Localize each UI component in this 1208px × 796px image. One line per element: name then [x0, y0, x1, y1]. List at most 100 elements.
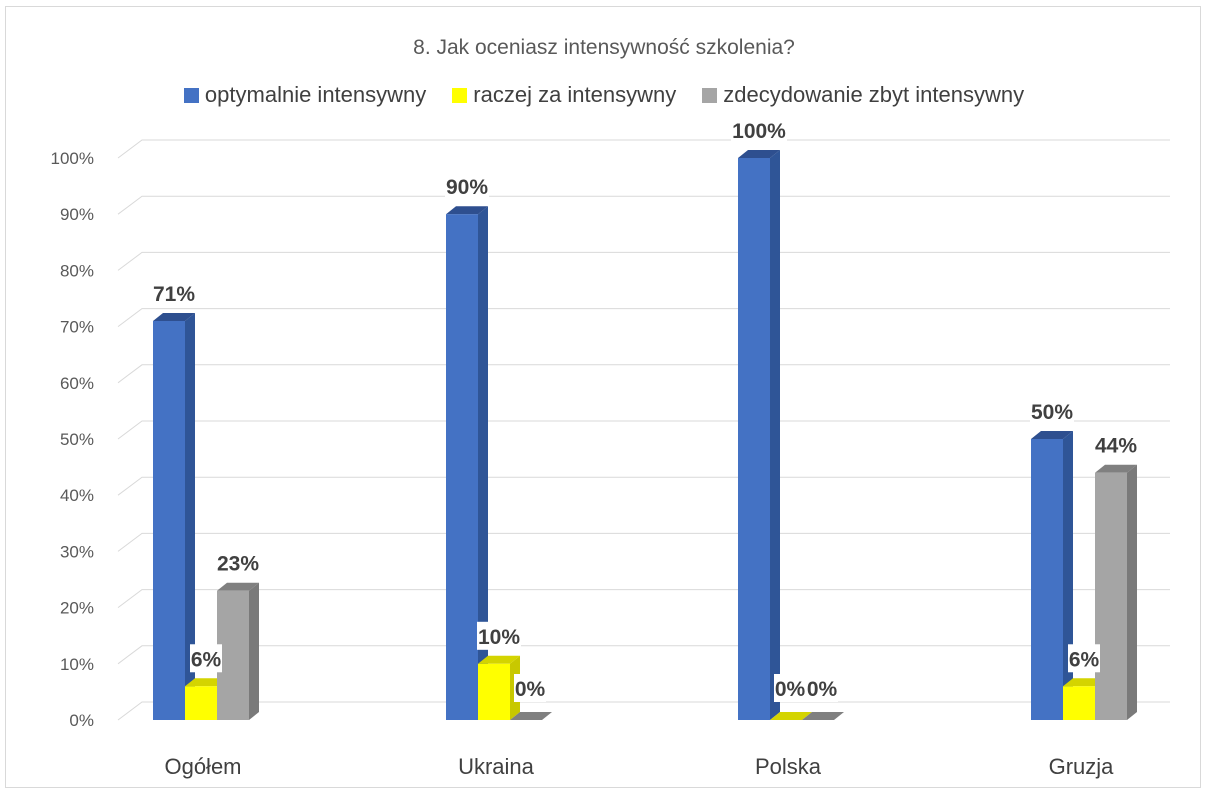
- legend-item-optymalnie: optymalnie intensywny: [183, 82, 427, 108]
- data-label-bg: [477, 621, 521, 650]
- data-label: 6%: [191, 648, 222, 671]
- gridline: [117, 476, 1170, 496]
- gridline: [117, 589, 1170, 608]
- bar-top: [770, 712, 812, 720]
- data-label: 0%: [807, 678, 838, 701]
- legend-label-optymalnie: optymalnie intensywny: [204, 82, 427, 107]
- bar: [478, 655, 520, 720]
- legend: optymalnie intensywny raczej za intensyw…: [0, 82, 1208, 108]
- gridline: [117, 251, 1170, 271]
- data-labels: 71%90%100%50%6%10%0%6%23%0% 0%44%: [152, 116, 1138, 702]
- bar-front: [1031, 439, 1063, 720]
- data-label-bg: [1094, 430, 1138, 459]
- bar-top: [738, 150, 780, 158]
- bar-front: [1063, 686, 1095, 720]
- data-label-bg: [152, 278, 196, 307]
- bars: [153, 150, 1137, 720]
- gridlines: [117, 139, 1170, 721]
- data-label: 90%: [446, 176, 488, 199]
- bar-top: [510, 712, 552, 720]
- y-tick-label: 50%: [60, 430, 94, 449]
- bar-top: [153, 312, 195, 321]
- data-label-bg: [1068, 644, 1100, 673]
- legend-swatch-raczej: [452, 87, 468, 103]
- bar-side: [770, 150, 780, 720]
- gridline: [117, 139, 1170, 159]
- bar: [1095, 464, 1137, 720]
- bar-front: [478, 663, 510, 720]
- data-label-bg: [216, 548, 260, 577]
- bar: [1031, 431, 1073, 720]
- bar-top: [1031, 431, 1073, 439]
- bar-side: [249, 582, 259, 720]
- bar-side: [478, 206, 488, 720]
- data-label: 100%: [732, 120, 786, 143]
- gridline: [117, 420, 1170, 440]
- bar-top: [217, 582, 259, 591]
- data-label-bg: [190, 644, 222, 673]
- bar-top: [1095, 464, 1137, 473]
- bar-top: [185, 678, 227, 687]
- data-label-bg: [1030, 397, 1074, 425]
- data-label-bg: [774, 674, 806, 702]
- bar-top: [446, 206, 488, 215]
- data-label-bg: [514, 674, 546, 702]
- bar-front: [446, 214, 478, 720]
- legend-item-zdecydowanie: zdecydowanie zbyt intensywny: [702, 82, 1024, 108]
- legend-label-raczej: raczej za intensywny: [473, 82, 677, 107]
- data-label: 71%: [153, 283, 195, 306]
- x-category-label: Ukraina: [458, 754, 535, 779]
- data-label: 10%: [478, 626, 520, 649]
- x-category-label: Gruzja: [1049, 754, 1115, 779]
- data-label: 6%: [1069, 648, 1100, 671]
- bar-side: [1127, 464, 1137, 720]
- bar-front: [185, 686, 217, 720]
- bar-front: [217, 590, 249, 720]
- bar-top: [1063, 678, 1105, 687]
- y-tick-label: 20%: [60, 599, 94, 618]
- y-tick-label: 10%: [60, 655, 94, 674]
- y-tick-label: 0%: [69, 711, 94, 730]
- legend-item-raczej: raczej za intensywny: [452, 82, 676, 108]
- bar-front: [738, 158, 770, 720]
- data-label: 23%: [217, 553, 259, 576]
- y-tick-label: 40%: [60, 486, 94, 505]
- data-label-bg: [445, 172, 489, 201]
- legend-label-zdecydowanie: zdecydowanie zbyt intensywny: [723, 82, 1025, 107]
- bar: [770, 712, 812, 720]
- bar: [446, 206, 488, 720]
- y-tick-label: 100%: [51, 149, 94, 168]
- data-label-bg: [731, 116, 787, 144]
- gridline: [117, 532, 1170, 552]
- y-tick-label: 70%: [60, 318, 94, 337]
- y-tick-label: 30%: [60, 542, 94, 561]
- y-tick-label: 90%: [60, 205, 94, 224]
- x-category-label: Ogółem: [164, 754, 241, 779]
- data-label: 0%: [515, 678, 546, 701]
- legend-swatch-zdecydowanie: [702, 87, 718, 103]
- data-label-bg: [806, 674, 838, 702]
- bar: [217, 582, 259, 720]
- bar-front: [1095, 472, 1127, 720]
- gridline: [117, 195, 1170, 215]
- bar-side: [1063, 431, 1073, 720]
- axis-labels: 0% 10% 20% 30% 40% 50% 60% 70% 80% 90% 100% Ogółem U…: [51, 149, 1115, 779]
- chart-title: 8. Jak oceniasz intensywność szkolenia?: [413, 36, 795, 59]
- bar-side: [185, 312, 195, 720]
- gridline: [117, 701, 1170, 721]
- bar: [802, 712, 844, 720]
- bar: [153, 312, 195, 720]
- data-label: 44%: [1095, 435, 1137, 458]
- bar: [738, 150, 780, 720]
- data-label: 0%: [775, 678, 806, 701]
- data-label: 50%: [1031, 401, 1073, 424]
- bar-top: [802, 712, 844, 720]
- gridline: [117, 364, 1170, 384]
- bar-top: [478, 655, 520, 664]
- y-tick-label: 60%: [60, 374, 94, 393]
- gridline: [117, 308, 1170, 328]
- bar: [510, 712, 552, 720]
- gridline: [117, 645, 1170, 665]
- bar-front: [153, 320, 185, 720]
